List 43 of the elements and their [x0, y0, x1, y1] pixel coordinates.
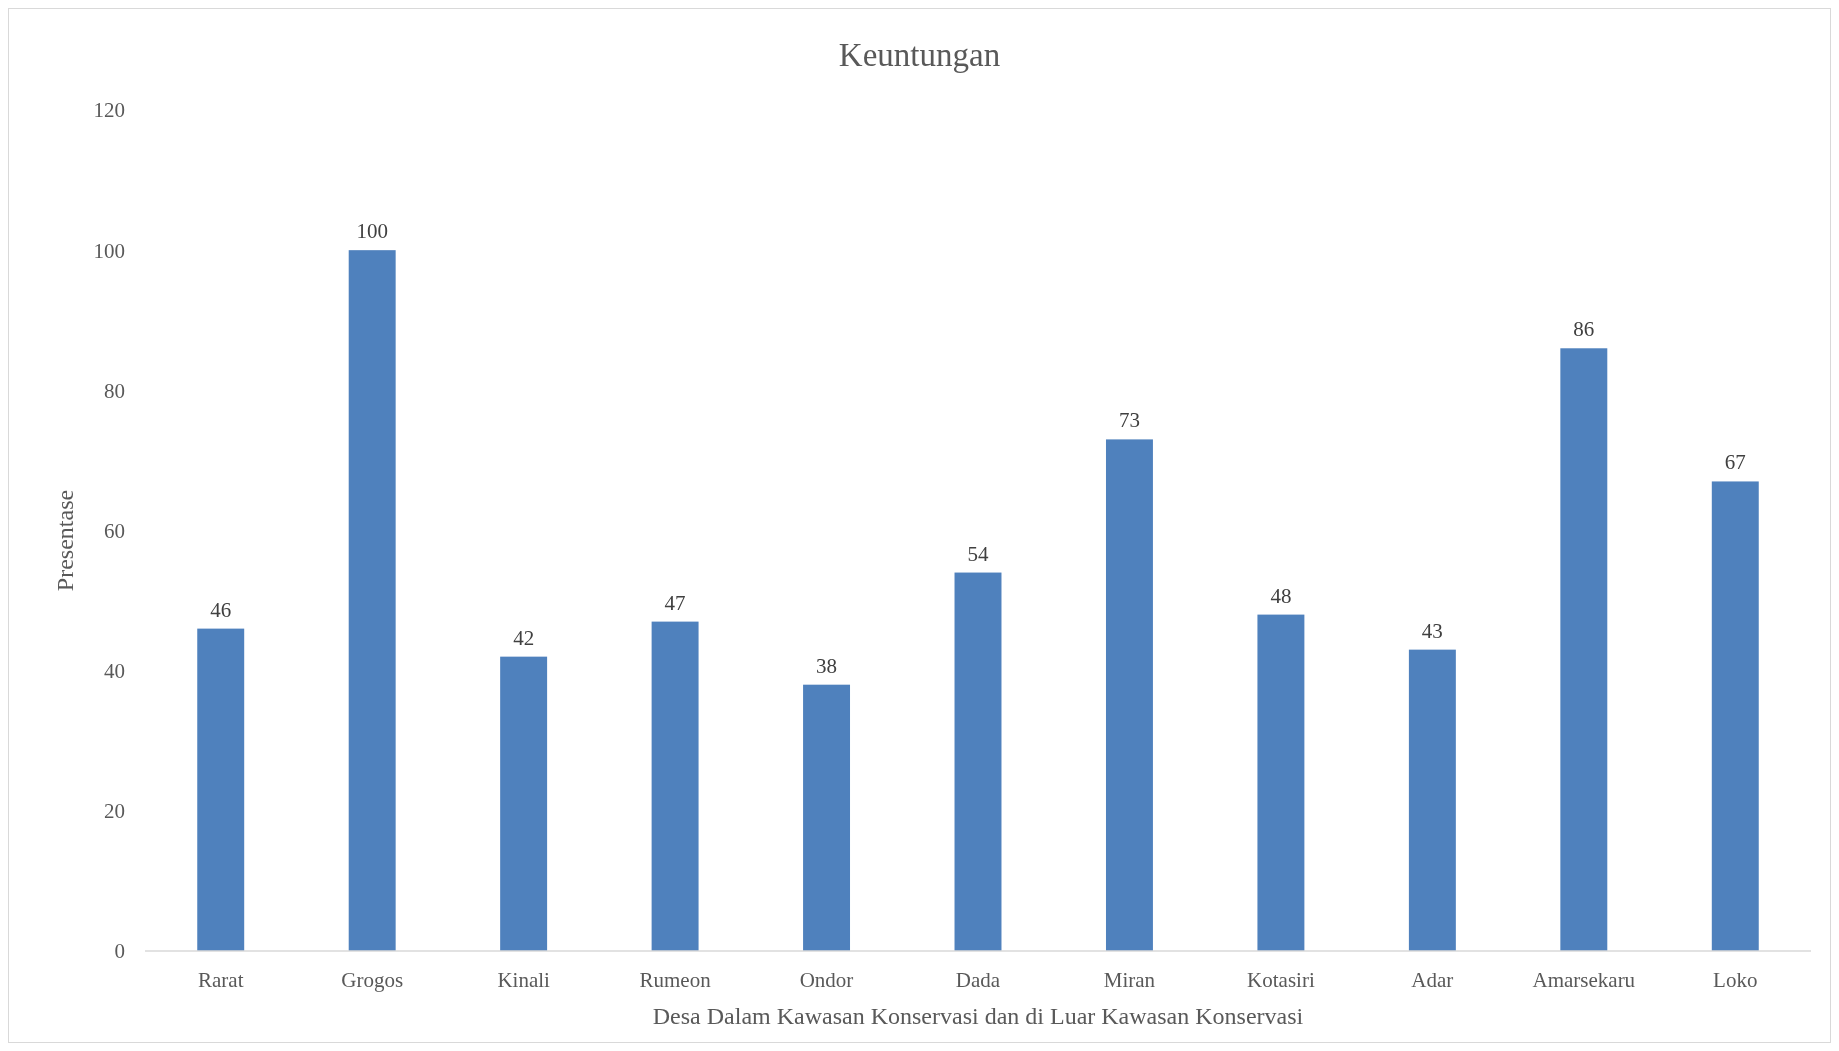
bar [1257, 614, 1305, 951]
x-tick-label: Adar [1411, 968, 1454, 992]
data-label: 48 [1270, 583, 1292, 608]
x-tick-label: Kinali [497, 968, 551, 992]
data-label: 67 [1724, 450, 1746, 475]
data-label: 47 [664, 590, 686, 615]
y-tick-label: 120 [93, 98, 125, 123]
data-label: 38 [816, 653, 838, 678]
bar [1408, 649, 1456, 951]
bar [500, 656, 548, 951]
bar [1560, 348, 1608, 951]
x-axis-title: Desa Dalam Kawasan Konservasi dan di Luar Kawasan Konservasi [652, 1003, 1304, 1029]
bar [1105, 439, 1153, 951]
x-tick-label: Loko [1713, 968, 1758, 992]
data-label: 46 [210, 597, 232, 622]
bar [348, 250, 396, 951]
x-tick-label: Ondor [799, 968, 854, 992]
chart-title: Keuntungan [838, 37, 1001, 73]
y-tick-label: 0 [114, 939, 125, 964]
x-tick-label: Rumeon [639, 968, 712, 992]
bar [803, 684, 851, 951]
data-label: 86 [1573, 317, 1595, 342]
data-label: 73 [1118, 408, 1140, 433]
data-label: 42 [513, 625, 535, 650]
x-tick-label: Kotasiri [1247, 968, 1315, 992]
x-tick-label: Rarat [197, 968, 244, 992]
data-label: 100 [356, 219, 388, 244]
x-tick-label: Amarsekaru [1532, 968, 1636, 992]
bar [954, 572, 1002, 951]
y-tick-label: 40 [104, 659, 125, 684]
y-axis-title: Presentase [52, 489, 78, 592]
data-label: 54 [967, 541, 989, 566]
x-tick-label: Grogos [341, 968, 404, 992]
x-tick-label: Miran [1103, 968, 1156, 992]
y-tick-label: 60 [104, 518, 125, 543]
x-tick-label: Dada [955, 968, 1001, 992]
bar [197, 628, 245, 951]
y-tick-label: 20 [104, 799, 125, 824]
bar [1711, 481, 1759, 951]
y-tick-label: 80 [104, 378, 125, 403]
bar [651, 621, 699, 951]
y-tick-label: 100 [93, 238, 125, 263]
data-label: 43 [1421, 618, 1443, 643]
